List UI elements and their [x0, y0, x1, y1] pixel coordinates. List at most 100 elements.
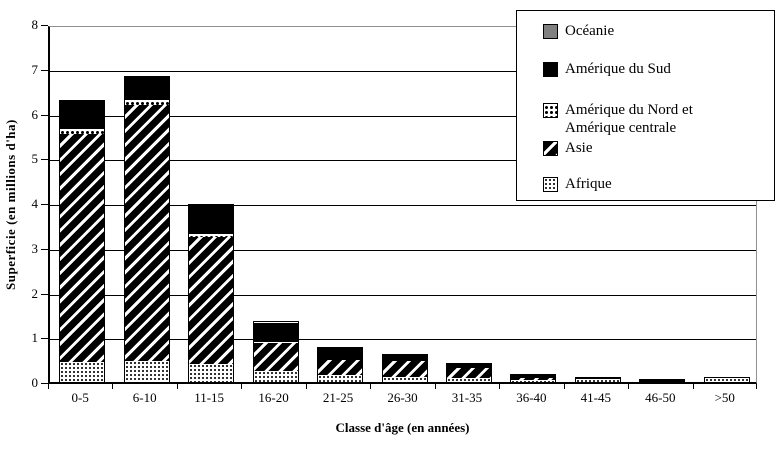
x-axis-tick — [305, 384, 307, 389]
segment-afrique — [446, 377, 491, 382]
segment-afrique — [382, 377, 427, 382]
plot-area — [48, 26, 757, 384]
x-axis-tick — [241, 384, 243, 389]
y-tick-label: 4 — [31, 196, 39, 211]
x-tick-label: 36-40 — [516, 390, 547, 405]
y-axis-tick — [41, 159, 48, 161]
gridline-y2 — [50, 294, 756, 296]
segment-sud — [60, 101, 105, 130]
segment-afrique — [511, 379, 556, 382]
legend-item: Asie — [543, 139, 593, 157]
y-tick-label: 5 — [31, 151, 39, 167]
bar-6-10 — [123, 75, 170, 382]
y-axis-tick — [41, 25, 48, 26]
x-axis-tick — [370, 384, 372, 389]
x-axis-tick — [112, 384, 114, 389]
segment-sud — [189, 205, 234, 235]
segment-afrique — [704, 378, 749, 382]
y-tick-label: 2 — [31, 285, 39, 301]
segment-asie — [253, 342, 298, 371]
y-axis-tick — [41, 248, 48, 250]
afrique-swatch-icon — [543, 177, 558, 192]
oceanie-swatch-icon — [543, 24, 558, 39]
x-axis-tick — [563, 384, 565, 389]
y-axis-tick — [41, 69, 48, 71]
x-axis-tick — [434, 384, 436, 389]
segment-asie — [60, 133, 105, 362]
segment-asie — [511, 378, 556, 380]
bar-31-35 — [445, 363, 492, 382]
legend-label: Océanie — [565, 23, 615, 39]
bar-36-40 — [510, 373, 557, 382]
x-tick-label: 0-5 — [71, 390, 89, 405]
gridline-y5 — [50, 160, 756, 162]
segment-nord — [253, 341, 298, 343]
x-tick-label: 21-25 — [322, 390, 354, 405]
y-tick-label: 6 — [31, 106, 39, 122]
x-tick-label: 26-30 — [387, 390, 418, 405]
gridline-y4 — [50, 205, 756, 206]
segment-nord — [189, 234, 234, 237]
nord-swatch-icon — [543, 103, 558, 118]
bar-16-20 — [252, 321, 299, 382]
legend-item: Océanie — [543, 22, 614, 40]
bar-11-15 — [188, 204, 235, 382]
y-tick-label: 0 — [31, 375, 39, 390]
legend-label: Amérique du Nord et Amérique centrale — [565, 102, 693, 136]
legend-label: Asie — [565, 140, 593, 156]
segment-sud — [640, 379, 685, 382]
segment-afrique — [124, 360, 169, 382]
sud-swatch-icon — [543, 62, 558, 77]
gridline-y1 — [50, 339, 756, 341]
segment-nord — [511, 377, 556, 379]
x-axis-tick — [692, 384, 694, 389]
gridline-y7 — [50, 70, 756, 72]
x-tick-label: >50 — [714, 390, 735, 405]
x-axis-tick — [756, 384, 757, 389]
bar-21-25 — [317, 347, 364, 382]
y-tick-label: 7 — [31, 61, 39, 77]
bar->50 — [703, 377, 750, 382]
segment-afrique — [253, 370, 298, 382]
x-axis-tick — [628, 384, 630, 389]
x-tick-label: 46-50 — [645, 390, 676, 405]
legend-item: Amérique du Sud — [543, 60, 671, 78]
segment-afrique — [575, 379, 620, 382]
legend-label: Amérique du Sud — [565, 61, 671, 77]
y-axis-tick — [41, 293, 48, 295]
segment-afrique — [318, 375, 363, 382]
segment-afrique — [60, 361, 105, 382]
x-tick-label: 31-35 — [451, 390, 483, 405]
legend-label: Afrique — [565, 176, 612, 192]
bar-26-30 — [381, 353, 428, 382]
x-axis-tick — [499, 384, 501, 389]
x-axis-tick — [48, 384, 49, 389]
segment-asie — [124, 104, 169, 361]
segment-sud — [446, 364, 491, 369]
legend-box: Océanie Amérique du Sud Amérique du Nord e… — [516, 10, 775, 201]
segment-nord — [60, 129, 105, 134]
legend-item: Amérique du Nord et Amérique centrale — [543, 101, 693, 137]
segment-asie — [318, 359, 363, 376]
segment-asie — [446, 368, 491, 378]
y-tick-label: 1 — [31, 330, 39, 346]
segment-sud — [382, 354, 427, 361]
y-axis-tick — [41, 204, 48, 205]
asie-swatch-icon — [543, 141, 558, 156]
gridline-y3 — [50, 249, 756, 251]
x-axis-tick — [176, 384, 178, 389]
segment-asie — [189, 236, 234, 365]
y-axis-tick — [41, 114, 48, 116]
bar-41-45 — [574, 377, 621, 382]
bar-0-5 — [59, 100, 106, 382]
segment-asie — [382, 360, 427, 378]
x-axis-title: Classe d'âge (en années) — [335, 420, 470, 435]
segment-sud — [511, 374, 556, 378]
segment-afrique — [189, 364, 234, 382]
y-tick-label: 3 — [31, 240, 39, 256]
legend-item: Afrique — [543, 175, 612, 193]
y-tick-label: 8 — [31, 17, 39, 32]
y-axis-tick — [41, 338, 48, 340]
y-axis-tick — [41, 383, 48, 384]
